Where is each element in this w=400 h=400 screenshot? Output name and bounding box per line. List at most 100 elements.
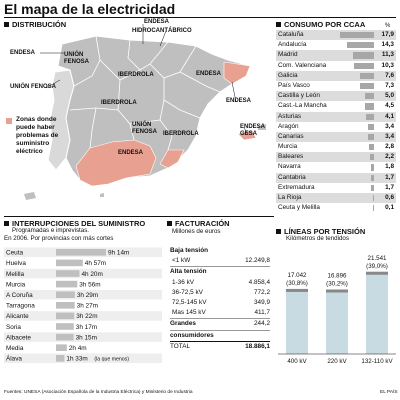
interrupciones-row-bg xyxy=(4,342,162,353)
consumo-bar xyxy=(369,154,374,161)
consumo-value-label: 3,4 xyxy=(385,122,394,130)
map-label-iberdrola-centre: IBERDROLA xyxy=(101,100,137,106)
lineas-value-label: 21.541 xyxy=(368,255,387,262)
consumo-row: Aragón 3,4 xyxy=(276,121,396,132)
consumo-category-label: Andalucía xyxy=(278,41,307,49)
consumo-value-label: 1,7 xyxy=(385,173,394,181)
consumo-category-label: Navarra xyxy=(278,163,301,171)
interrupciones-row-bg xyxy=(4,300,162,311)
facturacion-value: 4.858,4 xyxy=(248,278,270,286)
interrupciones-category-label: Tarragona xyxy=(6,303,35,310)
facturacion-value: 772,2 xyxy=(254,288,270,296)
consumo-bar xyxy=(352,52,374,59)
label-leaders xyxy=(40,24,249,135)
map-label-union-fenosa-centre: UNIÓN FENOSA xyxy=(132,122,158,135)
consumo-category-label: Asturias xyxy=(278,112,302,120)
consumo-category-label: Cast.-La Mancha xyxy=(278,102,327,110)
interrupciones-row-bg xyxy=(4,311,162,321)
consumo-value-label: 14,3 xyxy=(381,41,394,49)
interrupciones-bar xyxy=(56,333,74,341)
facturacion-label: Grandes xyxy=(170,320,196,328)
problem-zone-baleares xyxy=(237,129,257,141)
facturacion-value: 244,2 xyxy=(254,320,270,328)
map-label-endesa-west: ENDESA xyxy=(10,50,36,56)
consumo-row: Castilla y León 5,0 xyxy=(276,91,396,102)
consumo-bar xyxy=(340,32,374,39)
consumo-category-label: Ceuta y Melilla xyxy=(278,204,320,212)
consumo-row: Madrid 11,3 xyxy=(276,50,396,61)
consumo-bar xyxy=(367,133,374,141)
facturacion-subtitle: Millones de euros xyxy=(172,228,221,235)
consumo-value-label: 2,8 xyxy=(385,143,394,151)
consumo-category-label: País Vasco xyxy=(278,81,310,89)
facturacion-heading-text: FACTURACIÓN xyxy=(175,219,230,228)
map-label-endesa-andalucia: ENDESA xyxy=(118,150,144,156)
interrupciones-chart: Ceuta 9h 14m Huelva 4h 57m Melilla 4h 20m Murc… xyxy=(4,247,162,364)
facturacion-row: Mas 145 kV 411,7 xyxy=(170,308,270,318)
map-heading: DISTRIBUCIÓN xyxy=(4,20,66,29)
lineas-chart: 17.042(30,8%) 400 kV 16.896(30,2%) 220 kV 21… xyxy=(278,255,396,365)
facturacion-row: 1-36 kV 4.858,4 xyxy=(170,278,270,288)
interrupciones-value-label: 4h 20m xyxy=(81,271,102,278)
consumo-value-label: 1,7 xyxy=(385,183,394,191)
interrupciones-category-label: Alicante xyxy=(6,313,29,320)
interrupciones-bar xyxy=(56,270,80,277)
lineas-bar-cap xyxy=(286,288,308,292)
lineas-bar-cap xyxy=(366,271,388,275)
facturacion-label: TOTAL xyxy=(170,342,191,350)
heading-square-icon xyxy=(167,221,172,226)
interrupciones-category-label: Soria xyxy=(6,324,21,331)
map-label-iberdrola-east: IBERDROLA xyxy=(163,131,199,137)
facturacion-label: 36-72,5 kV xyxy=(172,288,203,296)
facturacion-row: TOTAL 18.886,1 xyxy=(170,340,270,352)
consumo-value-label: 4,1 xyxy=(385,112,394,120)
map-label-union-fenosa-west: UNIÓN FENOSA xyxy=(10,84,57,90)
lineas-category-label: 400 kV xyxy=(287,358,307,365)
facturacion-value: 411,7 xyxy=(254,309,270,317)
spain-map xyxy=(24,24,266,200)
consumo-value-label: 1,8 xyxy=(385,163,394,171)
consumo-row: Murcia 2,8 xyxy=(276,142,396,153)
consumo-unit: % xyxy=(385,23,391,29)
interrupciones-row-bg xyxy=(4,268,162,279)
footer-sources: Fuentes: UNESA (Asociación Española de l… xyxy=(4,390,193,395)
consumo-bar xyxy=(367,123,374,130)
interrupciones-note: (la que menos) xyxy=(94,357,129,363)
interrupciones-value-label: 4h 57m xyxy=(85,260,106,267)
map-label-endesa-north: ENDESA xyxy=(144,19,170,25)
interrupciones-row-bg xyxy=(4,332,162,342)
map-label-hidrocantabrico: HIDROCANTÁBRICO xyxy=(132,28,192,34)
consumo-value-label: 7,6 xyxy=(385,71,394,79)
consumo-row: Cataluña 17,9 xyxy=(276,30,396,41)
interrupciones-value-label: 3h 27m xyxy=(77,303,98,310)
consumo-category-label: Canarias xyxy=(278,132,304,140)
consumo-bar xyxy=(366,113,374,120)
consumo-row: Cantabria 1,7 xyxy=(276,172,396,183)
lineas-share-label: (30,2%) xyxy=(326,280,348,287)
interrupciones-row-bg xyxy=(4,279,162,289)
interrupciones-value-label: 2h 4m xyxy=(69,345,87,352)
consumo-bar xyxy=(365,103,374,110)
consumo-bar xyxy=(370,174,374,181)
interrupciones-bar xyxy=(56,280,78,288)
map-label-endesa-gesa: ENDESA GESA xyxy=(240,124,265,137)
consumo-category-label: Murcia xyxy=(278,143,298,151)
interrupciones-subtitle-2: En 2006. Por provincias con más cortes xyxy=(4,235,114,242)
facturacion-label: Baja tensión xyxy=(170,247,208,254)
consumo-value-label: 4,5 xyxy=(385,102,394,110)
interrupciones-bar xyxy=(56,291,75,298)
lineas-category-label: 220 kV xyxy=(327,358,347,365)
heading-square-icon xyxy=(4,221,9,226)
facturacion-row: <1 kW 12.249,8 xyxy=(170,256,270,266)
facturacion-label: 72,5-145 kV xyxy=(172,298,207,306)
consumo-category-label: Aragón xyxy=(278,122,299,130)
consumo-category-label: Com. Valenciana xyxy=(278,61,327,69)
consumo-value-label: 10,3 xyxy=(381,61,394,69)
lineas-value-label: 17.042 xyxy=(288,272,307,279)
interrupciones-row-bg xyxy=(4,289,162,300)
interrupciones-category-label: Huelva xyxy=(6,260,26,267)
interrupciones-category-label: Media xyxy=(6,345,24,352)
consumo-bar xyxy=(359,72,374,79)
interrupciones-row-bg xyxy=(4,353,162,364)
lineas-value-label: 16.896 xyxy=(328,272,347,279)
